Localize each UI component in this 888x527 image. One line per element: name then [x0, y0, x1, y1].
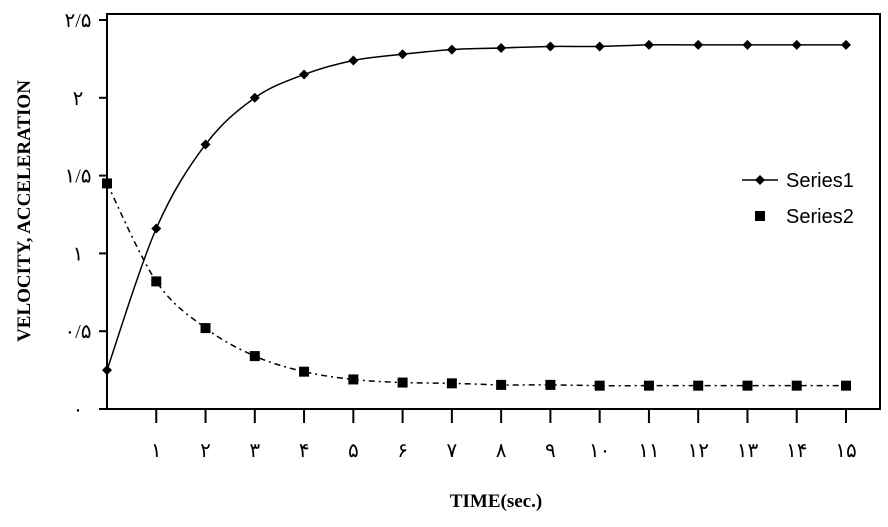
legend-label: Series2	[786, 206, 854, 228]
series-1-point	[446, 44, 457, 55]
x-tick-label: ۶	[397, 440, 408, 462]
series-2-point	[151, 276, 162, 287]
series-2-point	[496, 379, 507, 390]
x-tick-label: ١٢	[687, 440, 708, 462]
series-1-point	[791, 39, 802, 50]
y-tick-label: ١/۵	[64, 166, 91, 188]
legend-label: Series1	[786, 170, 854, 192]
series-1-point	[643, 39, 654, 50]
series-1-point	[496, 43, 507, 54]
legend-item-2: Series2	[755, 206, 854, 228]
series-1-point	[841, 39, 851, 50]
series-2	[102, 178, 851, 391]
series-2-line	[106, 183, 846, 387]
x-tick-label: ٩	[545, 440, 556, 462]
series-2-point	[791, 380, 802, 391]
x-tick-label: ٨	[496, 440, 507, 462]
series-1-point	[249, 92, 260, 103]
y-tick-label: ٠/۵	[64, 321, 91, 343]
x-tick-label: ١۵	[835, 440, 856, 462]
series-1-point	[299, 69, 310, 80]
x-axis-title: TIME(sec.)	[450, 491, 542, 512]
series-1-point	[348, 55, 359, 66]
x-tick-label: ١۴	[786, 440, 807, 462]
series-2-point	[348, 374, 359, 385]
series-1-point	[693, 39, 704, 50]
x-tick-label: ١١	[638, 440, 659, 462]
series-1-point	[200, 139, 211, 150]
x-tick-label: ۴	[299, 440, 310, 462]
series-1-point	[742, 39, 753, 50]
y-tick-label: ١	[73, 243, 84, 265]
y-tick-label: ٢/۵	[64, 10, 91, 32]
series-1-point	[102, 365, 112, 376]
x-tick-label: ١	[151, 440, 162, 462]
series-1-line	[106, 44, 846, 371]
series-1-point	[545, 41, 556, 52]
y-axis-title: VELOCITY, ACCELERATION	[14, 80, 35, 342]
plot-frame	[106, 13, 881, 410]
series-2-point	[841, 380, 851, 391]
legend-item-1: Series1	[742, 170, 854, 192]
series-1	[102, 39, 851, 376]
legend-marker	[755, 175, 765, 185]
x-tick-label: ٢	[200, 440, 211, 462]
series-2-point	[742, 380, 753, 391]
series-1-point	[151, 223, 162, 234]
series-layer	[102, 39, 851, 391]
legend-marker	[755, 211, 765, 221]
series-2-point	[249, 351, 260, 362]
series-2-point	[299, 366, 310, 377]
x-tick-label: ١٠	[589, 440, 610, 462]
series-2-point	[693, 380, 704, 391]
series-1-point	[397, 49, 408, 60]
series-2-point	[200, 323, 211, 334]
series-2-point	[446, 378, 457, 389]
series-2-point	[594, 380, 605, 391]
x-tick-label: ٣	[249, 440, 260, 462]
plot-border	[106, 13, 881, 410]
legend: Series1 Series2	[742, 170, 854, 228]
series-2-point	[643, 380, 654, 391]
series-1-point	[594, 41, 605, 52]
x-tick-label: ١٣	[737, 440, 759, 462]
y-tick-label: ٠	[73, 399, 84, 421]
x-tick-label: ۵	[348, 440, 359, 462]
y-tick-label: ٢	[73, 88, 84, 110]
series-2-point	[545, 379, 556, 390]
series-2-point	[397, 377, 408, 388]
x-tick-label: ٧	[446, 440, 457, 462]
series-2-point	[102, 178, 112, 189]
